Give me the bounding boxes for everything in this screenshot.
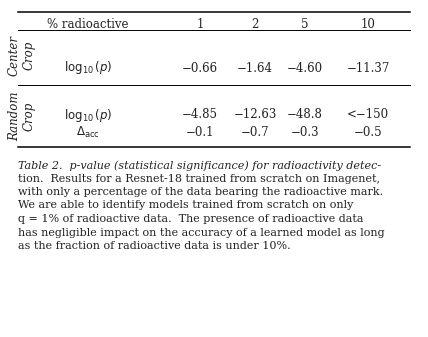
Text: We are able to identify models trained from scratch on only: We are able to identify models trained f… — [18, 201, 354, 211]
Text: 5: 5 — [301, 18, 309, 31]
Text: −0.3: −0.3 — [291, 125, 319, 139]
Text: tion.  Results for a Resnet-18 trained from scratch on Imagenet,: tion. Results for a Resnet-18 trained fr… — [18, 174, 380, 184]
Text: $\Delta_{\rm acc}$: $\Delta_{\rm acc}$ — [76, 124, 100, 140]
Text: 1: 1 — [196, 18, 204, 31]
Text: $\log_{10}(p)$: $\log_{10}(p)$ — [64, 106, 112, 123]
Text: −0.7: −0.7 — [241, 125, 269, 139]
Text: −1.64: −1.64 — [237, 61, 273, 74]
Text: −0.66: −0.66 — [182, 61, 218, 74]
Text: −0.5: −0.5 — [354, 125, 382, 139]
Text: $\log_{10}(p)$: $\log_{10}(p)$ — [64, 60, 112, 76]
Text: Random
Crop: Random Crop — [8, 91, 36, 141]
Text: −0.1: −0.1 — [186, 125, 214, 139]
Text: Table 2.  p-value (statistical significance) for radioactivity detec-: Table 2. p-value (statistical significan… — [18, 160, 381, 171]
Text: has negligible impact on the accuracy of a learned model as long: has negligible impact on the accuracy of… — [18, 227, 385, 238]
Text: −11.37: −11.37 — [346, 61, 389, 74]
Text: Center
Crop: Center Crop — [8, 35, 36, 76]
Text: 2: 2 — [251, 18, 259, 31]
Text: q = 1% of radioactive data.  The presence of radioactive data: q = 1% of radioactive data. The presence… — [18, 214, 363, 224]
Text: −4.60: −4.60 — [287, 61, 323, 74]
Text: 10: 10 — [360, 18, 375, 31]
Text: as the fraction of radioactive data is under 10%.: as the fraction of radioactive data is u… — [18, 241, 291, 251]
Text: <−150: <−150 — [347, 109, 389, 122]
Text: with only a percentage of the data bearing the radioactive mark.: with only a percentage of the data beari… — [18, 187, 383, 197]
Text: −12.63: −12.63 — [233, 109, 276, 122]
Text: % radioactive: % radioactive — [47, 18, 129, 31]
Text: −48.8: −48.8 — [287, 109, 323, 122]
Text: −4.85: −4.85 — [182, 109, 218, 122]
